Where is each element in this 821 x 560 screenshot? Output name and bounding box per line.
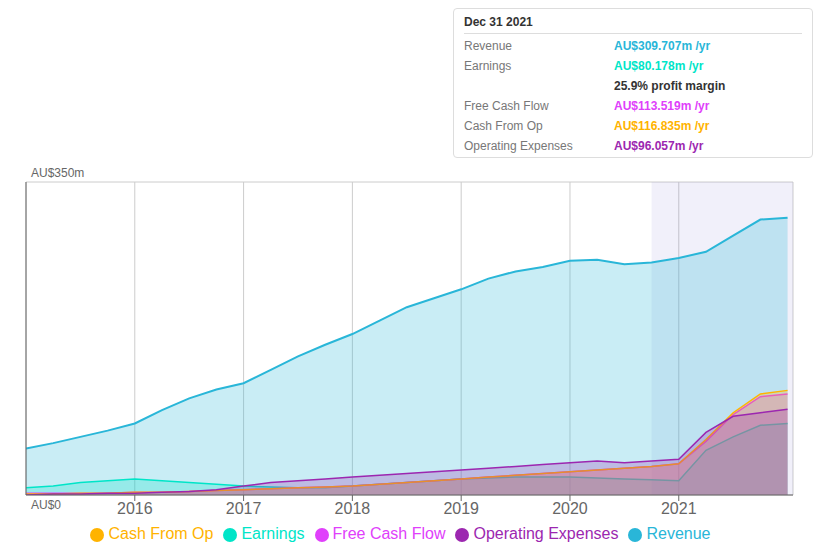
html-text:AU$309.707m /yr: AU$309.707m /yr	[614, 39, 711, 53]
html-text:AU$113.519m /yr: AU$113.519m /yr	[614, 99, 710, 113]
svg-text:2020: 2020	[552, 500, 588, 517]
svg-text:AU$350m: AU$350m	[31, 166, 84, 180]
html-text:Earnings: Earnings	[241, 525, 305, 542]
html-text:Dec 31 2021: Dec 31 2021	[464, 15, 533, 29]
svg-text:2017: 2017	[226, 500, 262, 517]
html-text:Free Cash Flow: Free Cash Flow	[332, 525, 446, 542]
html-text:Revenue: Revenue	[464, 39, 512, 53]
svg-text:2018: 2018	[335, 500, 371, 517]
html-text:25.9% profit margin: 25.9% profit margin	[614, 79, 726, 93]
html-text:Operating Expenses: Operating Expenses	[473, 525, 619, 542]
svg-text:2016: 2016	[117, 500, 153, 517]
html-text:Free Cash Flow: Free Cash Flow	[464, 99, 549, 113]
svg-text:2021: 2021	[661, 500, 697, 517]
html-text:Cash From Op: Cash From Op	[464, 119, 543, 133]
html-text:AU$96.057m /yr: AU$96.057m /yr	[614, 139, 704, 153]
html-text:AU$116.835m /yr: AU$116.835m /yr	[614, 119, 710, 133]
svg-text:AU$0: AU$0	[31, 498, 61, 512]
html-text:Operating Expenses: Operating Expenses	[464, 139, 573, 153]
html-text:Revenue: Revenue	[646, 525, 711, 542]
html-text:AU$80.178m /yr: AU$80.178m /yr	[614, 59, 704, 73]
html-text:Earnings: Earnings	[464, 59, 512, 73]
html-text:Cash From Op: Cash From Op	[108, 525, 214, 542]
svg-text:2019: 2019	[443, 500, 479, 517]
